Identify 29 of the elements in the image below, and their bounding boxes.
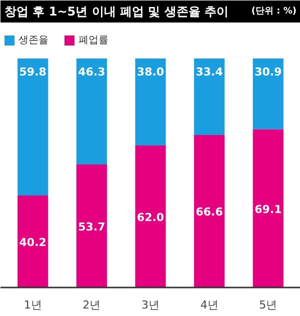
bar bbox=[194, 58, 225, 135]
bar bbox=[252, 58, 284, 130]
bar bbox=[194, 134, 225, 288]
data-label: 66.6 bbox=[196, 206, 224, 219]
data-label: 59.8 bbox=[19, 66, 46, 78]
data-label: 40.2 bbox=[19, 236, 46, 249]
bar bbox=[76, 58, 107, 165]
chart-title: 창업 후 1~5년 이내 폐업 및 생존율 추이 bbox=[4, 4, 228, 18]
data-label: 53.7 bbox=[78, 220, 106, 234]
x-tick-label: 5년 bbox=[259, 298, 278, 312]
bar bbox=[18, 195, 48, 288]
data-label: 46.3 bbox=[78, 66, 106, 78]
data-label: 69.1 bbox=[254, 202, 282, 216]
x-tick-label: 2년 bbox=[82, 298, 101, 312]
x-tick-label: 1년 bbox=[24, 298, 42, 312]
legend-label: 생존율 bbox=[18, 35, 48, 46]
data-label: 30.9 bbox=[254, 66, 282, 78]
bar bbox=[135, 58, 166, 146]
data-label: 33.4 bbox=[196, 66, 224, 78]
bar bbox=[76, 164, 107, 288]
x-tick-label: 3년 bbox=[142, 298, 160, 312]
data-label: 62.0 bbox=[136, 211, 164, 224]
bar bbox=[135, 146, 166, 288]
text: (단위 : %) bbox=[251, 6, 297, 16]
bar bbox=[18, 58, 48, 196]
legend-label: 폐업률 bbox=[78, 35, 108, 46]
bar bbox=[252, 129, 284, 288]
data-label: 38.0 bbox=[136, 66, 164, 78]
x-tick-label: 4년 bbox=[200, 298, 218, 312]
